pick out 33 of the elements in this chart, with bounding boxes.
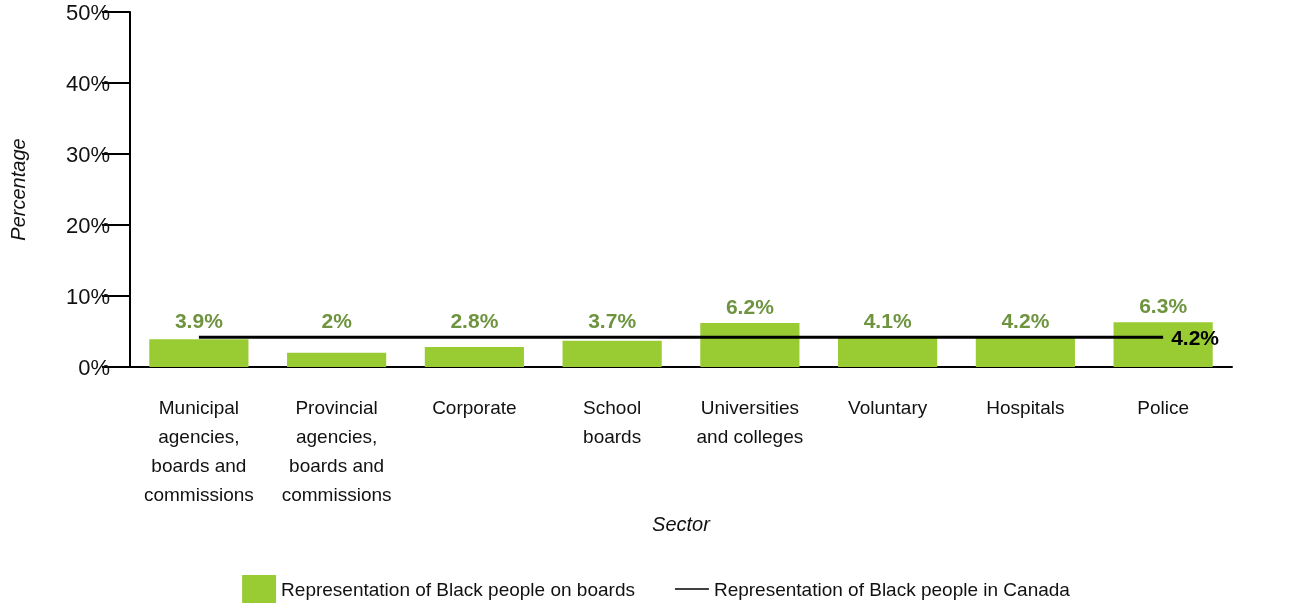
data-label: 3.7% bbox=[588, 309, 637, 333]
bar bbox=[562, 340, 662, 367]
data-label: 6.3% bbox=[1139, 294, 1188, 318]
data-label: 2.8% bbox=[450, 309, 499, 333]
y-tick-label: 30% bbox=[65, 141, 110, 167]
y-tick-label: 50% bbox=[65, 0, 110, 25]
x-tick-label: Corporate bbox=[432, 397, 517, 418]
y-tick-label: 10% bbox=[65, 283, 110, 309]
x-tick-label: Universities and colleges bbox=[696, 397, 804, 447]
bar bbox=[838, 337, 938, 367]
data-label: 4.1% bbox=[863, 309, 912, 333]
data-label: 2% bbox=[321, 309, 353, 333]
bar bbox=[287, 352, 387, 367]
x-tick-label: Voluntary bbox=[848, 397, 928, 418]
data-label: 6.2% bbox=[725, 294, 775, 318]
x-tick-label: Police bbox=[1137, 397, 1189, 418]
x-tick-label: School boards bbox=[583, 397, 642, 447]
bar bbox=[700, 322, 800, 367]
bar bbox=[975, 337, 1075, 367]
y-tick-label: 20% bbox=[65, 212, 110, 238]
x-tick-label: Provincial agencies, boards and commissions bbox=[281, 397, 392, 505]
bar bbox=[424, 347, 524, 367]
data-label: 4.2% bbox=[1001, 309, 1050, 333]
y-axis-title: Percentage bbox=[7, 138, 29, 241]
x-axis-title: Sector bbox=[652, 512, 712, 535]
x-tick-label: Municipal agencies, boards and commissions bbox=[143, 397, 254, 505]
legend-label: Representation of Black people on boards bbox=[281, 578, 635, 600]
bar bbox=[149, 339, 249, 367]
x-tick-label: Hospitals bbox=[986, 397, 1065, 418]
y-tick-label: 0% bbox=[78, 354, 110, 380]
legend-label: Representation of Black people in Canada bbox=[713, 578, 1071, 600]
data-label: 3.9% bbox=[174, 309, 224, 333]
y-tick-label: 40% bbox=[65, 70, 110, 96]
